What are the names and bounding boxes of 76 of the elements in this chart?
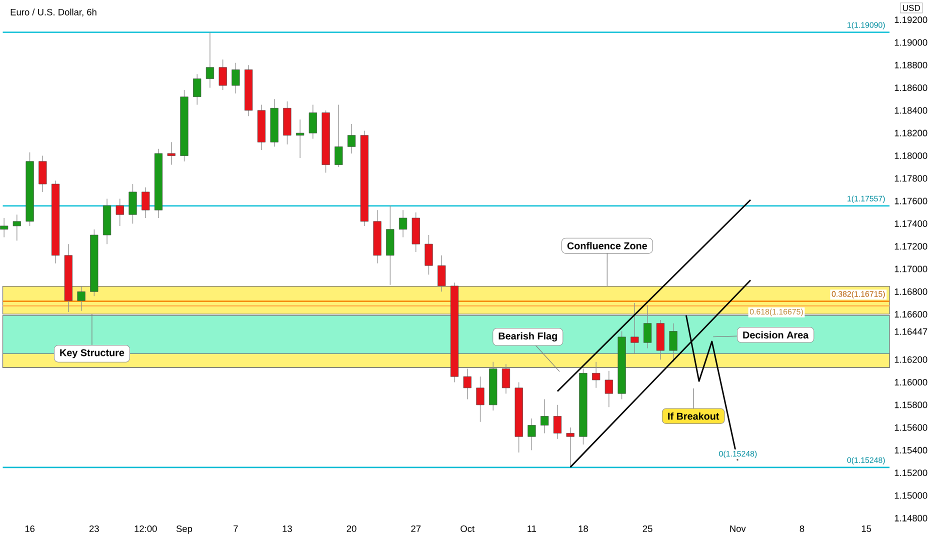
- candlestick: [347, 124, 356, 154]
- x-tick-label: 27: [411, 526, 421, 532]
- candlestick: [592, 362, 600, 388]
- chart-title: Euro / U.S. Dollar, 6h: [10, 8, 96, 17]
- annotation: Bearish Flag: [498, 332, 557, 342]
- y-tick-label: 1.16200: [894, 356, 928, 363]
- candlestick: [193, 74, 202, 106]
- candlestick: [116, 198, 124, 226]
- y-tick-label: 1.19000: [894, 39, 928, 46]
- x-tick-label: 13: [282, 526, 292, 532]
- candlestick: [296, 119, 304, 158]
- x-tick-label: Sep: [176, 526, 192, 534]
- y-tick-label: 1.15000: [894, 492, 928, 499]
- candlestick: [38, 155, 47, 192]
- y-tick-label: 1.15600: [894, 424, 928, 431]
- x-tick-label: 11: [528, 526, 536, 532]
- y-tick-label: 1.14800: [894, 514, 928, 522]
- candlestick: [232, 62, 240, 94]
- x-tick-label: Oct: [460, 526, 475, 532]
- x-tick-label: 23: [89, 526, 99, 532]
- y-tick-label: 1.18200: [894, 130, 928, 136]
- annotation: If Breakout: [668, 412, 720, 420]
- x-tick-label: 16: [25, 526, 35, 532]
- y-tick-label: 1.15200: [894, 470, 928, 476]
- x-tick-label: 18: [578, 526, 588, 532]
- candlestick: [669, 323, 678, 362]
- candlestick: [308, 104, 317, 140]
- candlestick: [604, 370, 614, 408]
- x-tick-label: 15: [862, 526, 872, 532]
- candlestick: [142, 187, 150, 218]
- candlestick: [643, 304, 652, 349]
- y-tick-label: 1.19200: [894, 16, 928, 24]
- candlestick: [540, 398, 549, 434]
- x-tick-label: 8: [800, 526, 804, 532]
- x-tick-label: 12:00: [134, 526, 157, 532]
- y-axis-title: USD: [902, 4, 920, 12]
- y-tick-label: 1.18400: [894, 107, 928, 114]
- y-tick-label: 1.15400: [894, 446, 928, 454]
- annotation: Key Structure: [60, 349, 124, 358]
- candlestick: [502, 364, 510, 394]
- y-tick-label: 1.17600: [894, 198, 928, 204]
- candlestick: [128, 184, 137, 224]
- y-tick-label: 1.18800: [894, 62, 928, 68]
- y-tick-label: 1.16600: [894, 311, 928, 318]
- y-tick-label: 1.17000: [894, 266, 928, 272]
- candlestick: [566, 427, 574, 468]
- y-tick-label: 1.17400: [894, 220, 928, 227]
- candlestick: [206, 32, 214, 88]
- x-tick-label: Nov: [730, 526, 746, 532]
- candlestick: [334, 104, 343, 168]
- candlestick: [438, 255, 446, 292]
- candlestick: [0, 218, 8, 238]
- candlestick: [528, 418, 536, 451]
- y-tick-label: 1.17200: [894, 243, 928, 250]
- x-tick-label: 25: [642, 526, 652, 532]
- y-tick-label: 1.15800: [894, 402, 928, 408]
- y-tick-label: 1.18000: [894, 152, 928, 160]
- y-tick-label: 1.16000: [894, 379, 928, 386]
- candlestick: [12, 214, 21, 242]
- y-tick-label: 1.17800: [894, 175, 928, 182]
- x-tick-label: 20: [346, 526, 356, 532]
- candlestick: [77, 286, 86, 312]
- candlestick: [476, 376, 484, 422]
- y-tick-label: 1.18600: [894, 84, 928, 92]
- candlestick: [167, 142, 176, 166]
- x-tick-label: 7: [234, 526, 238, 532]
- annotation: Decision Area: [743, 331, 809, 339]
- candlestick: [630, 302, 639, 354]
- y-tick-label: 1.16800: [894, 288, 928, 295]
- candlestick: [463, 368, 472, 400]
- annotation: Confluence Zone: [567, 242, 648, 250]
- candlestick: [398, 210, 408, 238]
- candlestick: [424, 234, 433, 276]
- candlestick: [553, 404, 562, 440]
- y-tick-label: 1.16447: [894, 328, 928, 335]
- candlestick: [218, 59, 227, 90]
